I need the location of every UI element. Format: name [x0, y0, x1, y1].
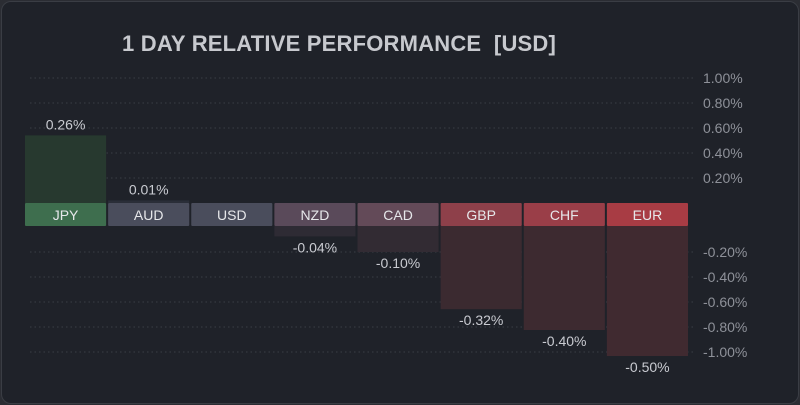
bar-chf	[523, 226, 605, 330]
chart-title: 1 DAY RELATIVE PERFORMANCE [USD]	[122, 31, 557, 56]
category-label: NZD	[301, 207, 330, 223]
category-box-nzd	[274, 203, 356, 226]
bars: JPY 0.26% AUD 0.01% USD NZD -0.04% CAD -0.10% GBP…	[25, 116, 688, 375]
value-label: -0.10%	[376, 255, 420, 271]
y-tick-label: 1.00%	[703, 70, 743, 86]
y-tick-label: 0.80%	[703, 95, 743, 111]
y-tick-label: -0.60%	[703, 294, 747, 310]
y-tick-label: 0.40%	[703, 145, 743, 161]
category-label: USD	[217, 207, 247, 223]
category-box-aud	[108, 203, 190, 226]
bar-cad	[357, 226, 439, 252]
category-box-usd	[191, 203, 273, 226]
category-label: JPY	[53, 207, 79, 223]
bar-aud	[108, 200, 190, 203]
bar-nzd	[274, 226, 356, 237]
value-label: -0.40%	[542, 333, 586, 349]
category-box-chf	[523, 203, 605, 226]
y-tick-label: -0.80%	[703, 319, 747, 335]
bar-jpy	[25, 135, 107, 203]
y-tick-label: -0.20%	[703, 244, 747, 260]
y-tick-label: -1.00%	[703, 344, 747, 360]
value-label: -0.50%	[625, 359, 669, 375]
category-box-cad	[357, 203, 439, 226]
y-tick-label: -0.40%	[703, 269, 747, 285]
y-axis-ticks: 1.00% 0.80% 0.60% 0.40% 0.20% -0.20% -0.40% -0.…	[703, 70, 747, 360]
category-label: CAD	[383, 207, 413, 223]
bar-gbp	[440, 226, 522, 310]
bar-eur	[606, 226, 688, 356]
value-label: 0.26%	[46, 116, 86, 132]
category-label: AUD	[134, 207, 164, 223]
category-box-eur	[606, 203, 688, 226]
value-label: -0.04%	[293, 239, 337, 255]
category-box-jpy	[25, 203, 107, 226]
category-box-gbp	[440, 203, 522, 226]
value-label: 0.01%	[129, 181, 169, 197]
category-label: EUR	[633, 207, 663, 223]
category-label: CHF	[550, 207, 579, 223]
y-tick-label: 0.60%	[703, 120, 743, 136]
y-tick-label: 0.20%	[703, 170, 743, 186]
category-label: GBP	[466, 207, 496, 223]
value-label: -0.32%	[459, 312, 503, 328]
